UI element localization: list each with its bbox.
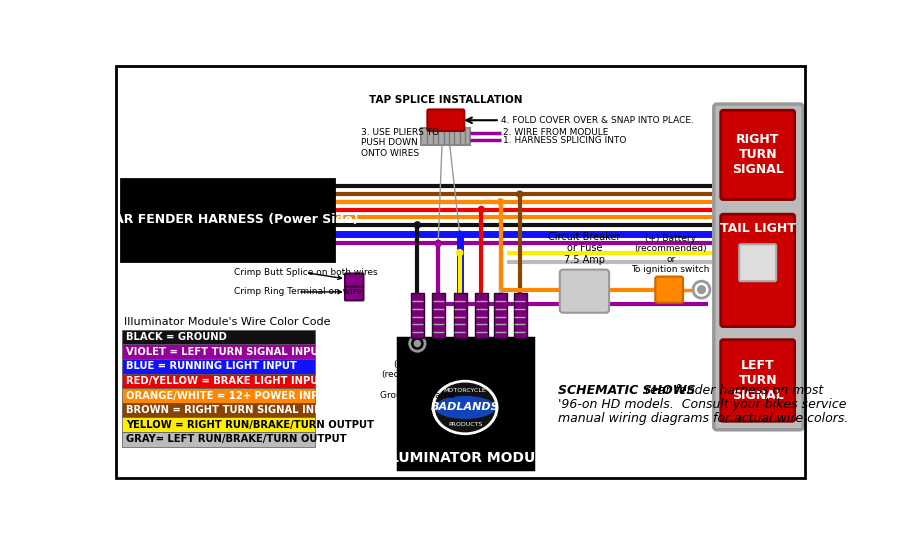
Text: RIGHT
TURN
SIGNAL: RIGHT TURN SIGNAL (732, 133, 784, 177)
Circle shape (517, 191, 523, 197)
Text: (-) Battery
(recommended)
or
Ground to frame: (-) Battery (recommended) or Ground to f… (380, 360, 454, 400)
Text: ORANGE/WHITE = 12+ POWER INPUT: ORANGE/WHITE = 12+ POWER INPUT (126, 390, 334, 401)
FancyBboxPatch shape (345, 287, 364, 300)
FancyBboxPatch shape (411, 294, 424, 338)
Circle shape (698, 286, 706, 294)
Text: MOTORCYCLE: MOTORCYCLE (444, 388, 487, 393)
Circle shape (414, 222, 420, 228)
FancyBboxPatch shape (432, 294, 446, 338)
Text: manual wiring diagrams for actual wire colors.: manual wiring diagrams for actual wire c… (557, 412, 848, 425)
Text: RED/YELLOW = BRAKE LIGHT INPUT: RED/YELLOW = BRAKE LIGHT INPUT (126, 376, 326, 386)
FancyBboxPatch shape (122, 388, 315, 403)
FancyBboxPatch shape (421, 128, 471, 145)
Text: rear fender harness on most: rear fender harness on most (641, 384, 823, 397)
Text: BLUE = RUNNING LIGHT INPUT: BLUE = RUNNING LIGHT INPUT (126, 361, 297, 372)
FancyBboxPatch shape (413, 325, 422, 338)
FancyBboxPatch shape (721, 214, 795, 327)
FancyBboxPatch shape (398, 338, 533, 469)
Text: Illuminator Module's Wire Color Code: Illuminator Module's Wire Color Code (124, 316, 330, 327)
Text: GRAY= LEFT RUN/BRAKE/TURN OUTPUT: GRAY= LEFT RUN/BRAKE/TURN OUTPUT (126, 434, 346, 444)
FancyBboxPatch shape (345, 273, 364, 287)
Text: 2. WIRE FROM MODULE: 2. WIRE FROM MODULE (503, 128, 608, 137)
FancyBboxPatch shape (121, 179, 334, 261)
Ellipse shape (432, 381, 498, 434)
FancyBboxPatch shape (454, 294, 466, 338)
Text: 4. FOLD COVER OVER & SNAP INTO PLACE.: 4. FOLD COVER OVER & SNAP INTO PLACE. (501, 116, 694, 125)
Text: REAR FENDER HARNESS (Power Side): REAR FENDER HARNESS (Power Side) (96, 213, 359, 226)
FancyBboxPatch shape (494, 294, 508, 338)
FancyBboxPatch shape (560, 269, 609, 313)
Text: 3. USE PLIERS TO
PUSH DOWN
ONTO WIRES: 3. USE PLIERS TO PUSH DOWN ONTO WIRES (361, 128, 439, 158)
FancyBboxPatch shape (655, 276, 683, 303)
Circle shape (456, 249, 463, 256)
Circle shape (456, 231, 463, 237)
FancyBboxPatch shape (714, 104, 803, 430)
Text: BLACK = GROUND: BLACK = GROUND (126, 332, 227, 342)
FancyBboxPatch shape (122, 432, 315, 447)
Text: SCHEMATIC SHOWS: SCHEMATIC SHOWS (557, 384, 695, 397)
FancyBboxPatch shape (428, 110, 464, 131)
Text: BROWN = RIGHT TURN SIGNAL INPUT: BROWN = RIGHT TURN SIGNAL INPUT (126, 405, 337, 415)
Text: YELLOW = RIGHT RUN/BRAKE/TURN OUTPUT: YELLOW = RIGHT RUN/BRAKE/TURN OUTPUT (126, 420, 374, 430)
Circle shape (478, 206, 484, 213)
Text: Circuit Breaker
or Fuse
7.5 Amp: Circuit Breaker or Fuse 7.5 Amp (548, 232, 621, 265)
FancyBboxPatch shape (122, 330, 315, 345)
Text: '96-on HD models.  Consult your bikes service: '96-on HD models. Consult your bikes ser… (557, 398, 846, 411)
Text: TAIL LIGHT: TAIL LIGHT (720, 221, 796, 234)
Ellipse shape (436, 383, 495, 431)
Text: BADLANDS: BADLANDS (431, 402, 500, 413)
Text: Crimp Ring Terminal on wire: Crimp Ring Terminal on wire (234, 287, 362, 296)
FancyBboxPatch shape (122, 417, 315, 432)
Ellipse shape (436, 397, 495, 418)
Text: Crimp Butt Splice on both wires: Crimp Butt Splice on both wires (234, 268, 378, 279)
Circle shape (414, 340, 420, 347)
Text: 1. HARNESS SPLICING INTO: 1. HARNESS SPLICING INTO (503, 136, 626, 145)
Text: LEFT
TURN
SIGNAL: LEFT TURN SIGNAL (732, 359, 784, 402)
Text: ILLUMINATOR MODULE: ILLUMINATOR MODULE (376, 450, 554, 464)
FancyBboxPatch shape (739, 244, 776, 281)
Circle shape (498, 199, 504, 205)
Circle shape (435, 240, 441, 247)
Text: VIOLET = LEFT TURN SIGNAL INPUT: VIOLET = LEFT TURN SIGNAL INPUT (126, 347, 326, 356)
FancyBboxPatch shape (475, 294, 488, 338)
FancyBboxPatch shape (721, 110, 795, 200)
FancyBboxPatch shape (514, 294, 526, 338)
FancyBboxPatch shape (721, 340, 795, 421)
FancyBboxPatch shape (122, 374, 315, 388)
FancyBboxPatch shape (122, 345, 315, 359)
FancyBboxPatch shape (122, 359, 315, 374)
Text: TAP SPLICE INSTALLATION: TAP SPLICE INSTALLATION (369, 95, 523, 105)
FancyBboxPatch shape (122, 403, 315, 417)
Text: PRODUCTS: PRODUCTS (448, 422, 482, 427)
Text: (+) Battery
(recommended)
or
To ignition switch: (+) Battery (recommended) or To ignition… (632, 234, 710, 274)
